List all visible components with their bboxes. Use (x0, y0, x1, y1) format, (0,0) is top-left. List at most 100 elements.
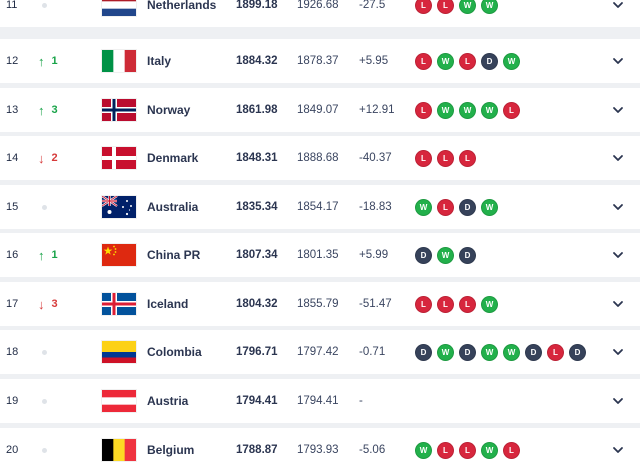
result-badge: W (459, 101, 476, 119)
table-row[interactable]: 19 Austria 1794.41 1794.41 - (0, 379, 640, 423)
rank-number: 14 (6, 152, 19, 164)
italy-flag-icon (102, 50, 136, 72)
chevron-down-icon[interactable] (612, 249, 624, 261)
result-badge: W (437, 52, 454, 70)
result-badge: W (503, 52, 520, 70)
country-name[interactable]: Australia (147, 200, 199, 214)
total-points: 1807.34 (236, 249, 278, 261)
result-badge: L (437, 295, 454, 313)
rank-movement (38, 398, 47, 404)
result-badge: D (415, 246, 432, 264)
arrow-down-icon: ↓ (38, 150, 45, 166)
result-badge: W (481, 441, 498, 459)
chevron-down-icon[interactable] (612, 395, 624, 407)
arrow-down-icon: ↓ (38, 296, 45, 312)
chevron-down-icon[interactable] (612, 444, 624, 456)
points-change: -18.83 (359, 201, 392, 213)
arrow-up-icon: ↑ (38, 53, 45, 69)
points-change: +5.99 (359, 249, 389, 261)
colombia-flag-icon (102, 341, 136, 363)
rank-movement (38, 447, 47, 453)
arrow-up-icon: ↑ (38, 102, 45, 118)
result-badge: L (547, 343, 564, 361)
table-row[interactable]: 16 ↑ 1 China PR 1807.34 1801.35 +5.99 D W D (0, 233, 640, 277)
chevron-down-icon[interactable] (612, 55, 624, 67)
points-change: -5.06 (359, 444, 386, 456)
country-name[interactable]: Norway (147, 103, 191, 117)
result-badge: D (459, 343, 476, 361)
result-badge: W (481, 0, 498, 14)
result-badge: W (437, 246, 454, 264)
country-name[interactable]: Austria (147, 394, 189, 408)
no-change-dot-icon (42, 447, 47, 453)
points-change: +5.95 (359, 55, 389, 67)
country-name[interactable]: Iceland (147, 297, 189, 311)
result-badge: W (415, 441, 432, 459)
total-points: 1796.71 (236, 346, 278, 358)
result-badge: D (415, 343, 432, 361)
no-change-dot-icon (42, 398, 47, 404)
result-badge: L (415, 149, 432, 167)
rank-movement (38, 349, 47, 355)
chevron-down-icon[interactable] (612, 152, 624, 164)
total-points: 1899.18 (236, 0, 278, 11)
table-row[interactable]: 13 ↑ 3 Norway 1861.98 1849.07 +12.91 L W W W L (0, 88, 640, 132)
country-name[interactable]: Belgium (147, 443, 195, 457)
table-row[interactable]: 18 Colombia 1796.71 1797.42 -0.71 D W D W W D L D (0, 330, 640, 374)
table-row[interactable]: 20 Belgium 1788.87 1793.93 -5.06 W L L W L (0, 428, 640, 472)
chevron-down-icon[interactable] (612, 0, 624, 11)
previous-points: 1794.41 (297, 395, 339, 407)
rank-movement: ↑ 1 (38, 54, 58, 69)
rank-number: 20 (6, 444, 19, 456)
points-change: -40.37 (359, 152, 392, 164)
table-row[interactable]: 14 ↓ 2 Denmark 1848.31 1888.68 -40.37 L L L (0, 136, 640, 180)
country-name[interactable]: Netherlands (147, 0, 217, 12)
total-points: 1794.41 (236, 395, 278, 407)
rank-number: 17 (6, 298, 19, 310)
result-badge: W (481, 198, 498, 216)
chevron-down-icon[interactable] (612, 201, 624, 213)
country-name[interactable]: Colombia (147, 345, 202, 359)
result-badge: L (459, 441, 476, 459)
movement-value: 1 (51, 249, 58, 261)
result-badge: W (481, 343, 498, 361)
movement-value: 1 (51, 55, 58, 67)
total-points: 1848.31 (236, 152, 278, 164)
result-badge: L (437, 149, 454, 167)
result-badge: L (437, 0, 454, 14)
previous-points: 1797.42 (297, 346, 339, 358)
rank-number: 15 (6, 201, 19, 213)
rank-movement: ↑ 1 (38, 248, 58, 263)
chevron-down-icon[interactable] (612, 104, 624, 116)
chevron-down-icon[interactable] (612, 298, 624, 310)
norway-flag-icon (102, 99, 136, 121)
points-change: -51.47 (359, 298, 392, 310)
table-row[interactable]: 17 ↓ 3 Iceland 1804.32 1855.79 -51.47 L L L W (0, 282, 640, 326)
table-row[interactable]: 15 Australia 1835.34 1854.17 -18.83 W L D W (0, 185, 640, 229)
table-row[interactable]: 11 Netherlands 1899.18 1926.68 -27.5 L L W W (0, 0, 640, 27)
previous-points: 1793.93 (297, 444, 339, 456)
result-badge: L (459, 52, 476, 70)
country-name[interactable]: Italy (147, 54, 172, 68)
chevron-down-icon[interactable] (612, 346, 624, 358)
result-badge: D (459, 198, 476, 216)
rank-movement (38, 2, 47, 8)
netherlands-flag-icon (102, 0, 136, 16)
total-points: 1804.32 (236, 298, 278, 310)
result-badge: D (459, 246, 476, 264)
arrow-up-icon: ↑ (38, 247, 45, 263)
movement-value: 3 (51, 104, 58, 116)
country-name[interactable]: Denmark (147, 151, 199, 165)
total-points: 1788.87 (236, 444, 278, 456)
country-name[interactable]: China PR (147, 248, 201, 262)
table-row[interactable]: 12 ↑ 1 Italy 1884.32 1878.37 +5.95 L W L D W (0, 39, 640, 83)
result-badge: L (503, 101, 520, 119)
result-badge: W (503, 343, 520, 361)
denmark-flag-icon (102, 147, 136, 169)
total-points: 1861.98 (236, 104, 278, 116)
previous-points: 1878.37 (297, 55, 339, 67)
result-badge: L (415, 0, 432, 14)
